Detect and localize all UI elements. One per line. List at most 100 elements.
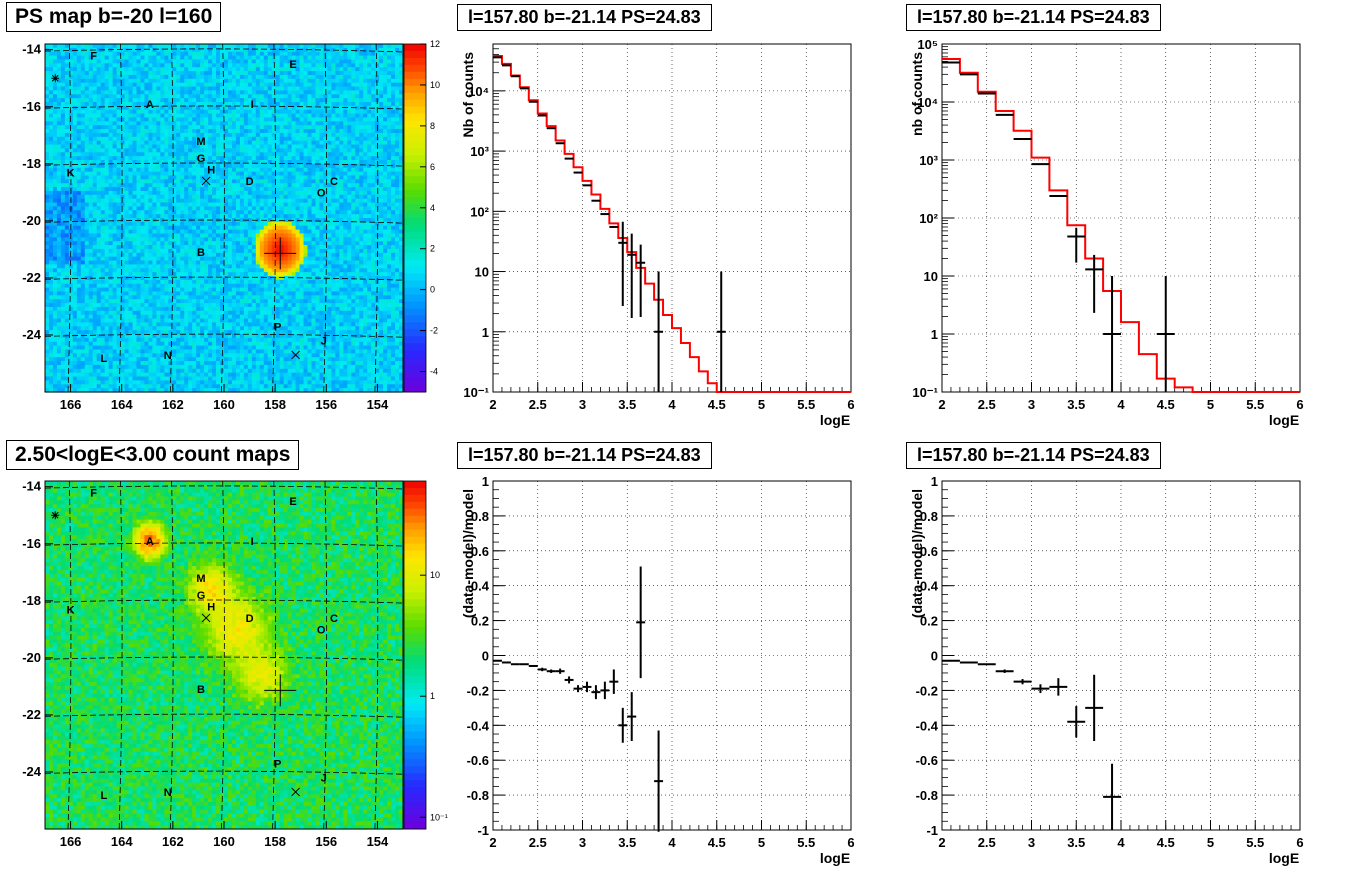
ps-map-pixel (259, 268, 265, 273)
ps-map-pixel (112, 179, 118, 184)
ps-map-pixel (88, 136, 94, 142)
ps-map-pixel (80, 163, 86, 169)
ps-map-pixel (160, 47, 165, 53)
ps-map-pixel (48, 71, 54, 76)
ps-map-pixel (255, 121, 261, 126)
ps-map-pixel (216, 326, 221, 331)
ps-map-pixel (176, 303, 181, 308)
ps-map-pixel (168, 218, 173, 223)
ps-map-pixel (168, 279, 173, 285)
ps-map-pixel (152, 94, 157, 99)
ps-map-pixel (204, 190, 209, 196)
ps-map-pixel (196, 78, 201, 84)
ps-map-pixel (68, 330, 74, 335)
ps-map-pixel (212, 334, 217, 339)
ps-map-pixel (140, 291, 146, 296)
ps-map-pixel (259, 160, 265, 165)
ps-map-pixel (231, 187, 237, 192)
ps-map-pixel (100, 190, 106, 196)
ps-map-pixel (247, 78, 253, 84)
ps-map-pixel (124, 337, 130, 343)
ps-map-pixel (172, 51, 177, 57)
ps-map-pixel (52, 163, 58, 169)
ps-map-pixel (160, 368, 165, 374)
ps-map-pixel (140, 221, 146, 227)
ps-map-pixel (112, 341, 118, 347)
ps-map-pixel (184, 105, 189, 111)
ps-map-pixel (239, 109, 245, 115)
ps-map-pixel (84, 132, 90, 138)
ps-map-pixel (196, 264, 201, 269)
ps-map-pixel (235, 136, 241, 142)
ps-map-pixel (60, 125, 66, 130)
ps-map-pixel (92, 256, 98, 262)
ps-map-pixel (52, 117, 58, 122)
ps-map-pixel (251, 82, 257, 88)
ps-map-pixel (152, 202, 157, 207)
ps-map-pixel (72, 44, 78, 49)
ps-map-pixel (80, 175, 86, 180)
ps-map-pixel (164, 318, 169, 323)
ps-map-pixel (108, 279, 114, 285)
ps-map-pixel (52, 330, 58, 335)
ps-map-pixel (160, 303, 165, 308)
ps-map-pixel (196, 44, 201, 49)
ps-map-pixel (168, 372, 173, 378)
ps-map-pixel (216, 225, 221, 231)
ps-map-pixel (255, 314, 261, 320)
ps-map-pixel (108, 388, 114, 393)
ps-map-pixel (243, 299, 249, 304)
ps-map-pixel (235, 361, 241, 366)
ps-map-pixel (52, 71, 58, 76)
ps-map-pixel (208, 388, 213, 393)
ps-map-pixel (72, 156, 78, 161)
ps-map-pixel (76, 51, 82, 57)
ps-map-pixel (216, 113, 221, 119)
ps-map-pixel (140, 218, 146, 223)
ps-map-pixel (192, 326, 197, 331)
ps-map-pixel (148, 121, 153, 126)
ps-map-pixel (144, 136, 150, 142)
ps-map-pixel (239, 214, 245, 219)
ps-map-pixel (100, 357, 106, 362)
ps-map-pixel (64, 78, 70, 84)
ps-map-pixel (184, 268, 189, 273)
ps-map-pixel (88, 171, 94, 177)
ps-map-pixel (112, 90, 118, 95)
ps-map-pixel (80, 102, 86, 107)
ps-map-pixel (180, 349, 185, 354)
ps-map-pixel (100, 295, 106, 300)
ps-map-pixel (60, 364, 66, 370)
ps-map-pixel (251, 183, 257, 188)
ps-map-pixel (251, 306, 257, 312)
ps-map-pixel (56, 152, 62, 157)
ps-map-pixel (243, 90, 249, 95)
ps-map-pixel (255, 303, 261, 308)
ps-map-pixel (52, 132, 58, 138)
ps-map-pixel (224, 380, 229, 385)
ps-map-pixel (255, 129, 261, 134)
ps-map-pixel (108, 353, 114, 358)
ps-map-pixel (88, 71, 94, 76)
ps-map-pixel (243, 233, 249, 238)
ps-map-pixel (92, 260, 98, 265)
ps-map-pixel (128, 86, 134, 91)
ps-map-pixel (84, 221, 90, 227)
ps-map-pixel (152, 63, 157, 68)
ps-map-pixel (164, 291, 169, 296)
ps-map-pixel (224, 314, 229, 320)
ps-map-pixel (255, 214, 261, 219)
ps-map-pixel (156, 78, 161, 84)
ps-map-pixel (204, 198, 209, 204)
ps-map-pixel (227, 361, 233, 366)
ps-map-pixel (52, 349, 58, 354)
ps-map-pixel (188, 372, 193, 378)
ps-map-pixel (251, 303, 257, 308)
ps-map-pixel (192, 132, 197, 138)
ps-map-pixel (104, 148, 110, 153)
ps-map-pixel (45, 44, 50, 49)
ps-map-pixel (136, 152, 142, 157)
ps-map-pixel (124, 71, 130, 76)
ps-map-pixel (112, 63, 118, 68)
ps-map-pixel (176, 361, 181, 366)
